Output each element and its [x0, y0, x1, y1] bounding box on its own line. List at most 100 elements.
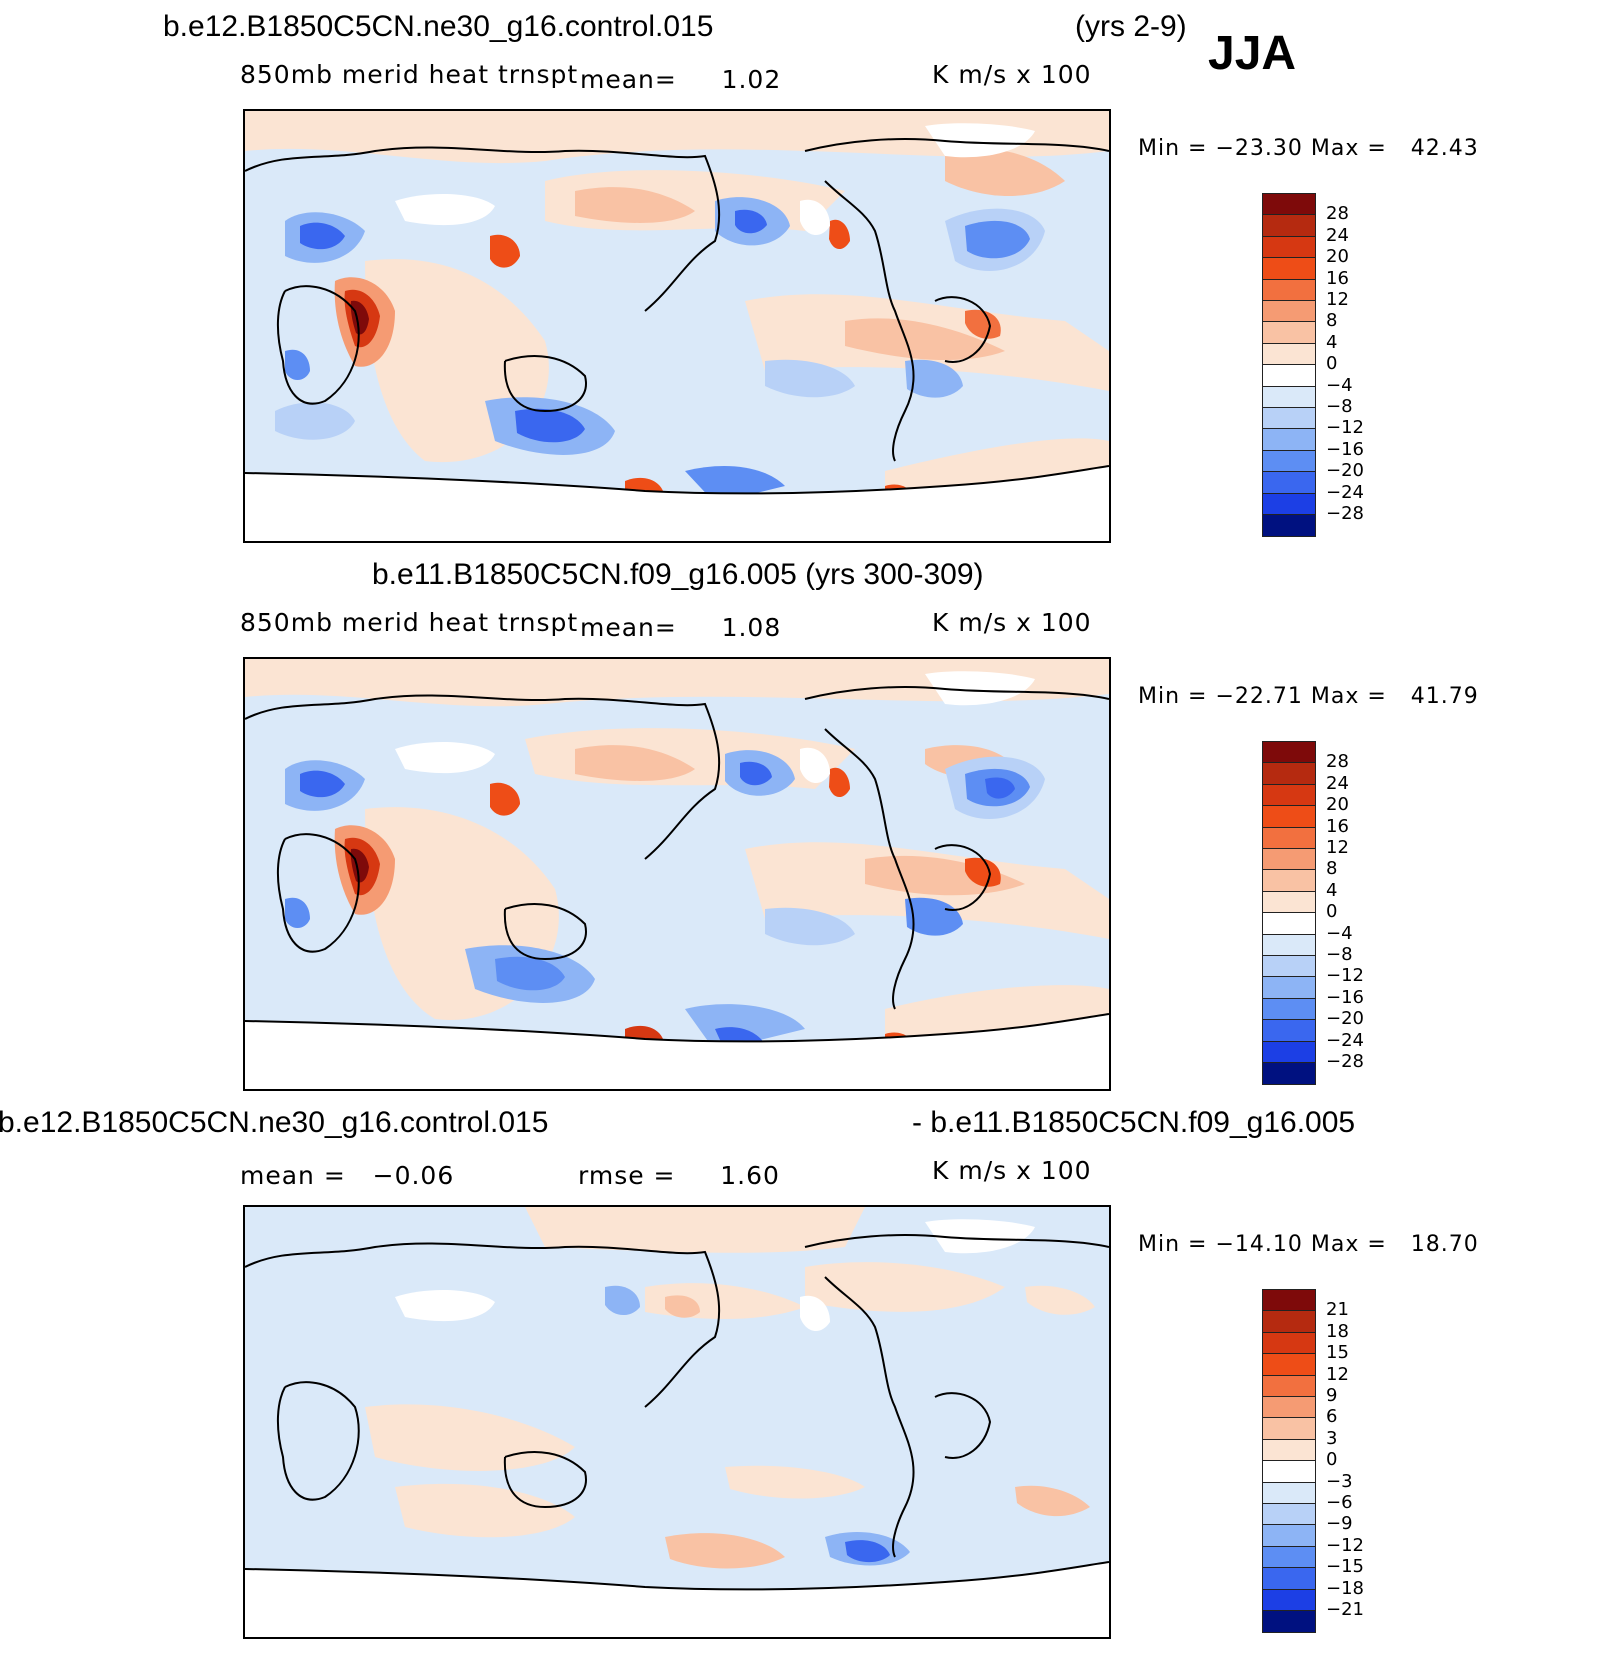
colorbar-tick-label: −4 [1326, 374, 1353, 396]
colorbar-box [1262, 933, 1316, 957]
colorbar-box [1262, 1481, 1316, 1505]
colorbar-box [1262, 741, 1316, 765]
colorbar-tick-label: 12 [1326, 1363, 1349, 1385]
colorbar-box [1262, 912, 1316, 936]
colorbar-box [1262, 1545, 1316, 1570]
colorbar-tick-label: −12 [1326, 417, 1364, 439]
colorbar-tick-label: 20 [1326, 246, 1349, 268]
colorbar-tick-label: −15 [1326, 1556, 1364, 1578]
panel3-case-subtracted: - b.e11.B1850C5CN.f09_g16.005 [912, 1106, 1356, 1139]
colorbar-tick-label: −24 [1326, 1029, 1364, 1051]
colorbar-tick-label: 24 [1326, 772, 1349, 794]
colorbar-tick-label: −20 [1326, 460, 1364, 482]
colorbar-tick-label: 9 [1326, 1385, 1338, 1406]
colorbar-tick-label: −16 [1326, 438, 1364, 460]
colorbar-box [1262, 869, 1316, 893]
colorbar-tick-label: −4 [1326, 922, 1353, 944]
colorbar-box [1262, 235, 1316, 260]
colorbar-box [1262, 1040, 1316, 1064]
colorbar-tick-label: −18 [1326, 1577, 1364, 1599]
colorbar-box [1262, 1353, 1316, 1377]
colorbar-tick-label: −28 [1326, 1051, 1364, 1072]
colorbar-tick-label: 20 [1326, 794, 1349, 816]
colorbar-box [1262, 1019, 1316, 1043]
colorbar-box [1262, 214, 1316, 238]
colorbar-box [1262, 1417, 1316, 1441]
panel3-units: K m/s x 100 [932, 1156, 1092, 1185]
panel1-map-svg [245, 111, 1109, 541]
colorbar-box [1262, 976, 1316, 1000]
colorbar-tick-label: −8 [1326, 396, 1353, 417]
colorbar-tick-label: −20 [1326, 1008, 1364, 1030]
colorbar-box [1262, 848, 1316, 872]
colorbar-tick-label: −12 [1326, 965, 1364, 987]
colorbar-tick-label: −9 [1326, 1513, 1353, 1535]
colorbar-tick-label: 15 [1326, 1342, 1349, 1364]
colorbar-box [1262, 257, 1316, 281]
colorbar-tick-label: 8 [1326, 310, 1338, 332]
colorbar-tick-label: 6 [1326, 1406, 1338, 1428]
panel3-map-svg [245, 1207, 1109, 1637]
panel2-variable: 850mb merid heat trnspt [240, 608, 579, 637]
colorbar-tick-label: −6 [1326, 1492, 1353, 1513]
colorbar-box [1262, 364, 1316, 388]
colorbar-tick-label: 24 [1326, 224, 1349, 246]
colorbar-tick-label: −24 [1326, 481, 1364, 503]
panel3-rmse: rmse = 1.60 [578, 1161, 780, 1190]
panel2-map-svg [245, 659, 1109, 1089]
panel1-units: K m/s x 100 [932, 60, 1092, 89]
panel2-case-title: b.e11.B1850C5CN.f09_g16.005 (yrs 300-309… [372, 558, 984, 591]
colorbar-tick-label: 4 [1326, 879, 1338, 901]
colorbar-tick-label: −3 [1326, 1470, 1353, 1492]
colorbar-box [1262, 1062, 1316, 1086]
colorbar-box [1262, 407, 1316, 431]
panel2-minmax: Min = −22.71 Max = 41.79 [1138, 684, 1479, 709]
colorbar-tick-label: 4 [1326, 331, 1338, 353]
colorbar-box [1262, 321, 1316, 345]
colorbar-box [1262, 278, 1316, 302]
panel3-minmax: Min = −14.10 Max = 18.70 [1138, 1232, 1479, 1257]
colorbar-box [1262, 385, 1316, 409]
panel2-map [243, 657, 1111, 1091]
colorbar-box [1262, 955, 1316, 979]
colorbar-box [1262, 1567, 1316, 1591]
panel1-years: (yrs 2-9) [1075, 10, 1187, 43]
colorbar-box [1262, 1524, 1316, 1548]
colorbar-box [1262, 1610, 1316, 1634]
panel1-mean: mean= 1.02 [580, 65, 782, 94]
colorbar-tick-label: −12 [1326, 1534, 1364, 1556]
colorbar-box [1262, 890, 1316, 915]
panel3-mean: mean = −0.06 [240, 1161, 455, 1190]
colorbar-box [1262, 1331, 1316, 1356]
colorbar-tick-label: 0 [1326, 1449, 1338, 1471]
colorbar-box [1262, 300, 1316, 324]
colorbar-box [1262, 514, 1316, 538]
colorbar-tick-label: 28 [1326, 203, 1349, 225]
colorbar-tick-label: 18 [1326, 1320, 1349, 1342]
colorbar-box [1262, 826, 1316, 850]
colorbar-box [1262, 1588, 1316, 1612]
colorbar-tick-label: 12 [1326, 289, 1349, 310]
colorbar-tick-label: −21 [1326, 1599, 1364, 1620]
panel1-variable: 850mb merid heat trnspt [240, 60, 579, 89]
panel2-units: K m/s x 100 [932, 608, 1092, 637]
colorbar-box [1262, 193, 1316, 217]
colorbar-box [1262, 1310, 1316, 1334]
colorbar-tick-label: −8 [1326, 944, 1353, 965]
colorbar-tick-label: 21 [1326, 1299, 1349, 1321]
colorbar-box [1262, 449, 1316, 474]
colorbar-box [1262, 471, 1316, 495]
colorbar-box [1262, 1460, 1316, 1484]
colorbar-tick-label: 16 [1326, 267, 1349, 289]
panel3-map [243, 1205, 1111, 1639]
colorbar-box [1262, 1503, 1316, 1527]
panel3-case-title: b.e12.B1850C5CN.ne30_g16.control.015 [0, 1106, 549, 1139]
colorbar-box [1262, 1289, 1316, 1313]
colorbar-tick-label: 12 [1326, 837, 1349, 858]
colorbar-box [1262, 1438, 1316, 1463]
colorbar-box [1262, 762, 1316, 786]
colorbar-tick-label: −28 [1326, 503, 1364, 524]
colorbar-box [1262, 428, 1316, 452]
colorbar-tick-label: 8 [1326, 858, 1338, 880]
